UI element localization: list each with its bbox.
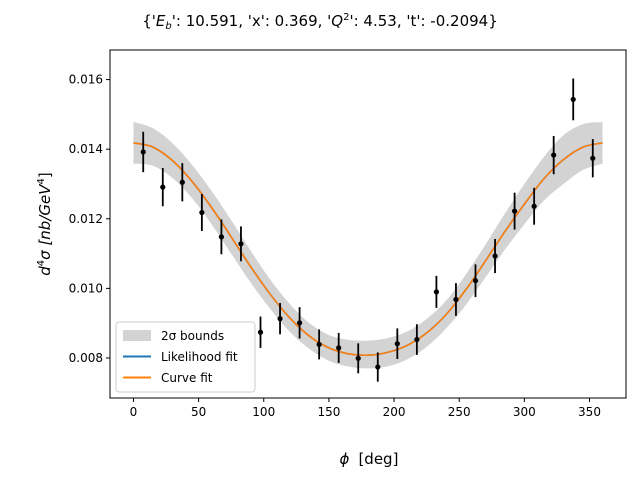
data-marker (218, 234, 225, 240)
data-marker (531, 203, 537, 209)
data-marker (433, 289, 440, 295)
legend-label-likelihood-fit: Likelihood fit (161, 350, 238, 364)
data-point (277, 302, 283, 335)
y-tick-label: 0.010 (69, 281, 103, 295)
data-point (511, 192, 518, 230)
x-tick-label: 100 (252, 405, 275, 419)
sigma-band-area (133, 122, 603, 369)
data-point (433, 275, 440, 308)
data-point (257, 316, 264, 348)
data-marker (199, 209, 205, 216)
sigma-band-layer (133, 122, 603, 369)
data-marker (316, 341, 322, 348)
data-point (238, 226, 244, 262)
data-point (453, 283, 459, 316)
x-tick-label: 0 (130, 405, 138, 419)
data-marker (453, 296, 459, 303)
data-point (551, 135, 557, 175)
data-marker (277, 316, 283, 322)
plot-frame (109, 49, 627, 399)
y-axis-ticks: 0.008 0.010 0.012 0.014 0.016 (69, 73, 110, 365)
x-tick-label: 300 (513, 405, 536, 419)
curve-fit-line (133, 142, 603, 357)
data-point (140, 131, 146, 173)
data-marker (375, 364, 381, 370)
x-tick-label: 200 (383, 405, 406, 419)
data-point (296, 307, 303, 339)
data-marker (179, 179, 185, 185)
data-marker (394, 341, 400, 347)
x-tick-label: 350 (578, 405, 601, 419)
data-marker (160, 184, 166, 190)
data-marker (511, 208, 518, 214)
data-marker (257, 329, 264, 335)
x-axis-title: ϕ [deg] (340, 450, 399, 468)
legend: 2σ bounds Likelihood fit Curve fit (115, 321, 256, 393)
x-axis-ticks: 0 50 100 150 200 250 300 350 (130, 398, 601, 419)
fit-lines-layer (133, 142, 603, 357)
data-marker (414, 336, 420, 343)
data-marker (238, 241, 244, 247)
data-point (199, 194, 205, 231)
data-marker (355, 355, 361, 361)
x-tick-label: 50 (191, 405, 206, 419)
data-point (316, 329, 322, 360)
data-point (336, 332, 342, 363)
data-point (160, 167, 166, 207)
data-point (375, 352, 381, 382)
data-marker (551, 152, 557, 158)
data-point (570, 78, 576, 121)
data-point (590, 139, 596, 178)
data-points-layer (140, 78, 596, 382)
data-marker (140, 149, 146, 155)
data-marker (336, 345, 342, 351)
chart-title: {'Eb': 10.591, 'x': 0.369, 'Q2': 4.53, '… (142, 12, 498, 32)
y-axis-title: d4σ [nb/GeV4] (36, 172, 54, 275)
y-tick-label: 0.008 (69, 351, 103, 365)
y-tick-label: 0.014 (69, 142, 103, 156)
legend-label-sigma-band: 2σ bounds (161, 329, 224, 343)
data-point (472, 264, 479, 298)
x-tick-label: 150 (317, 405, 340, 419)
data-marker (492, 253, 498, 259)
data-point (531, 187, 537, 225)
data-point (414, 324, 420, 355)
legend-label-curve-fit: Curve fit (161, 371, 213, 385)
y-tick-label: 0.016 (69, 73, 103, 87)
data-marker (570, 96, 576, 103)
data-marker (296, 320, 303, 326)
data-marker (590, 155, 596, 161)
legend-swatch-sigma-band (123, 330, 151, 341)
data-point (179, 163, 185, 202)
data-point (218, 219, 225, 255)
data-point (492, 238, 498, 274)
data-point (394, 328, 400, 360)
x-tick-label: 250 (448, 405, 471, 419)
data-point (355, 343, 361, 374)
data-marker (472, 278, 479, 284)
y-tick-label: 0.012 (69, 212, 103, 226)
